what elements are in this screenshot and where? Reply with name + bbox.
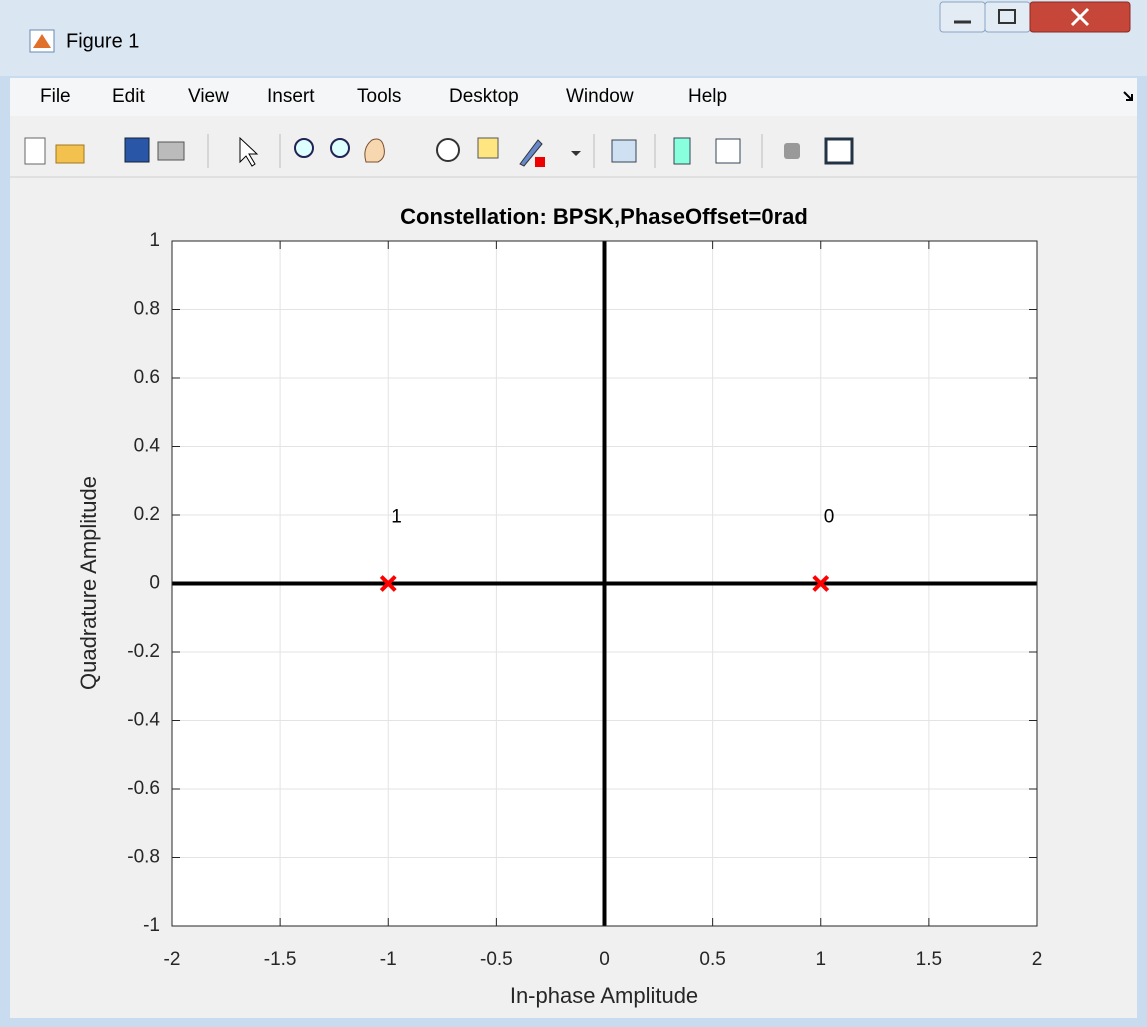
minimize-button[interactable] <box>940 2 985 32</box>
legend-icon[interactable] <box>716 139 740 163</box>
y-tick-label: 0.8 <box>134 299 160 320</box>
open-icon[interactable] <box>56 145 84 163</box>
x-tick-label: 0 <box>599 949 610 970</box>
zoom-in-icon[interactable] <box>295 139 313 157</box>
y-tick-label: 0.2 <box>134 504 160 525</box>
link-icon[interactable] <box>612 140 636 162</box>
x-tick-label: -0.5 <box>480 949 513 970</box>
toolbar <box>10 118 1137 176</box>
menu-item[interactable]: Tools <box>357 86 401 107</box>
new-icon[interactable] <box>25 138 45 164</box>
show-tools-icon[interactable] <box>826 139 852 163</box>
y-tick-label: 0.4 <box>134 436 161 457</box>
y-tick-label: -0.6 <box>127 778 160 799</box>
window-title: Figure 1 <box>66 30 139 52</box>
menu-item[interactable]: View <box>188 86 229 107</box>
x-tick-label: 0.5 <box>699 949 725 970</box>
print-icon[interactable] <box>158 142 184 160</box>
x-tick-label: 1.5 <box>916 949 942 970</box>
page: {"window": {"title": "Figure 1"}, "menu"… <box>0 0 1147 1027</box>
menu-items: File Edit View Insert Tools Desktop Window Help <box>40 86 727 107</box>
colorbar-icon[interactable] <box>674 138 690 164</box>
chart-title: Constellation: BPSK,PhaseOffset=0rad <box>400 204 808 229</box>
menu-item[interactable]: Window <box>566 86 634 107</box>
x-tick-label: -2 <box>164 949 181 970</box>
y-tick-label: -0.8 <box>127 847 160 868</box>
hide-tools-icon[interactable] <box>784 143 800 159</box>
x-tick-label: -1.5 <box>264 949 297 970</box>
menu-item[interactable]: Help <box>688 86 727 107</box>
x-tick-label: -1 <box>380 949 397 970</box>
y-tick-label: 0.6 <box>134 367 160 388</box>
zoom-out-icon[interactable] <box>331 139 349 157</box>
x-tick-label: 1 <box>815 949 826 970</box>
y-tick-label: 1 <box>149 230 160 251</box>
menu-item[interactable]: Edit <box>112 86 145 107</box>
app-icon <box>30 30 54 52</box>
rotate-icon[interactable] <box>437 139 459 161</box>
menu-item[interactable]: File <box>40 86 71 107</box>
maximize-button[interactable] <box>985 2 1030 32</box>
x-axis-label: In-phase Amplitude <box>510 983 698 1008</box>
point-label: 0 <box>824 507 835 528</box>
y-axis-label: Quadrature Amplitude <box>76 476 101 690</box>
y-tick-label: -1 <box>143 915 160 936</box>
datatip-icon[interactable] <box>478 138 498 158</box>
y-tick-label: 0 <box>149 573 160 594</box>
x-tick-label: 2 <box>1032 949 1043 970</box>
y-tick-label: -0.2 <box>127 641 160 662</box>
save-icon[interactable] <box>125 138 149 162</box>
menu-item[interactable]: Desktop <box>449 86 519 107</box>
window: Figure 1 File Edit View Insert Tools Desktop W… <box>0 0 1147 1027</box>
point-label: 1 <box>391 507 402 528</box>
brush-color <box>535 157 545 167</box>
y-tick-label: -0.4 <box>127 710 160 731</box>
menu-item[interactable]: Insert <box>267 86 315 107</box>
